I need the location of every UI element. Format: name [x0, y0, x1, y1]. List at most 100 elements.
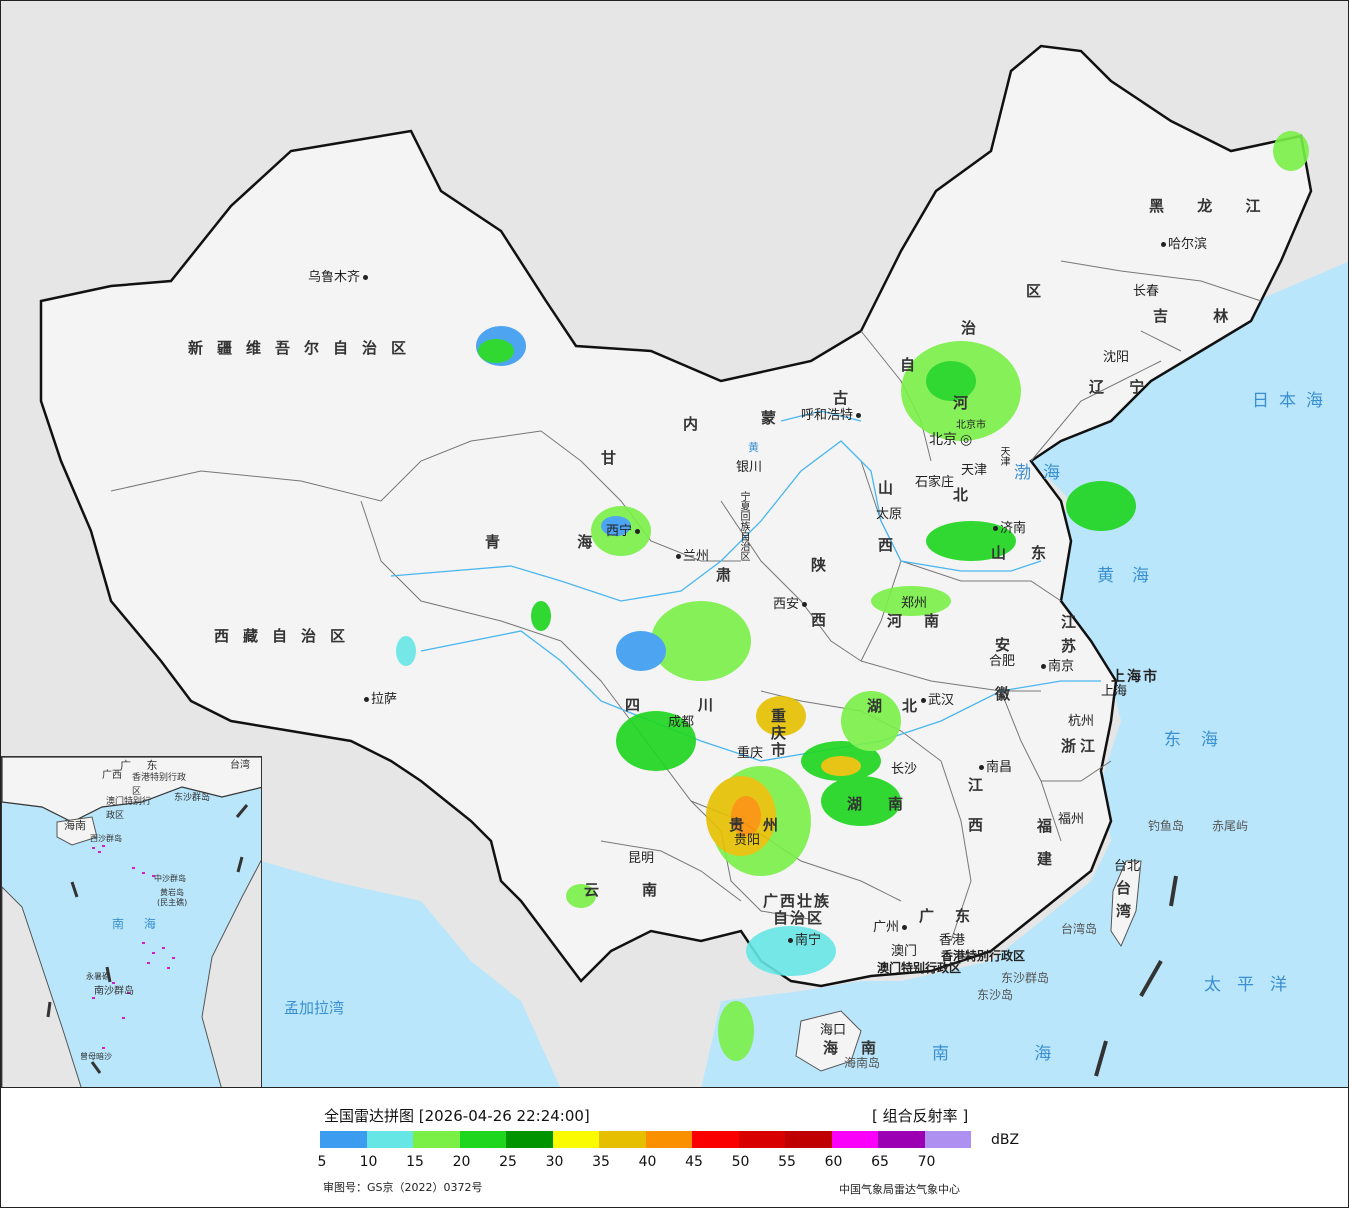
sea-bengal: [181, 861, 561, 1087]
city-beijing: 北京 ◎: [929, 432, 973, 448]
label-guizhou-2: 州: [763, 816, 793, 834]
label-hunan-1: 湖: [847, 795, 877, 813]
inset-taiwan: 台湾: [230, 760, 250, 771]
inset-yongshu: 永暑礁: [86, 972, 110, 981]
label-hebei-1: 河: [953, 394, 983, 412]
color-swatch: [320, 1131, 367, 1148]
label-jiangsu-1: 江: [1061, 613, 1091, 631]
label-guangxi: 广西壮族: [763, 892, 832, 910]
color-swatch: [878, 1131, 925, 1148]
sea-nanhai: 南 海: [932, 1044, 1092, 1064]
river-huang: 黄: [748, 441, 759, 454]
label-anhui-2: 徽: [995, 685, 1025, 703]
city-kunming: 昆明: [628, 851, 655, 866]
inset-xisha: 西沙群岛: [90, 834, 122, 843]
island-chiwei: 赤尾屿: [1212, 819, 1249, 833]
city-changsha: 长沙: [891, 762, 918, 777]
label-xizang: 西藏自治区: [214, 627, 360, 645]
inset-guangxi: 广西: [102, 770, 122, 781]
scale-tick-label: 50: [731, 1154, 750, 1170]
label-hainan-1: 海: [823, 1039, 853, 1057]
color-swatch: [645, 1131, 692, 1148]
boundary-dashes: [1094, 875, 1178, 1077]
city-nanjing: 南京: [1041, 660, 1074, 674]
city-wuhan: 武汉: [921, 694, 954, 708]
scale-tick-label: 5: [317, 1154, 327, 1170]
map-canvas: [39, 44, 1348, 1087]
label-shanxi-1: 山: [878, 479, 908, 497]
product-name: [ 组合反射率 ]: [872, 1107, 969, 1125]
city-changchun: 长春: [1133, 284, 1160, 299]
rivers: [390, 410, 1101, 762]
map-title: 全国雷达拼图 [2026-04-26 22:24:00]: [324, 1107, 590, 1125]
label-gansu-2: 肃: [716, 566, 746, 584]
color-swatch: [692, 1131, 739, 1148]
label-henan-2: 南: [924, 612, 954, 630]
label-fujian-2: 建: [1037, 850, 1067, 868]
label-taiwan-2: 湾: [1116, 902, 1146, 920]
city-lhasa: 拉萨: [364, 693, 397, 707]
scale-tick-label: 25: [499, 1154, 517, 1170]
label-guangxi-2: 自治区: [773, 909, 825, 927]
label-anhui-1: 安: [995, 636, 1025, 654]
label-neimenggu-3: 古: [833, 389, 863, 407]
china-land: [39, 44, 1313, 988]
label-henan-1: 河: [887, 612, 917, 630]
label-ningxia: 宁夏回族自治区: [738, 491, 749, 561]
label-neimenggu-4: 自: [900, 356, 930, 374]
scale-tick-label: 65: [871, 1154, 889, 1170]
unit-label: dBZ: [991, 1132, 1020, 1148]
scale-tick-label: 45: [685, 1154, 703, 1170]
city-guiyang: 贵阳: [734, 833, 761, 848]
label-tianjin-shi: 天津: [998, 446, 1009, 466]
color-swatch: [552, 1131, 599, 1148]
label-yunnan-2: 南: [642, 881, 672, 899]
inset-huangyan2: (民主礁): [157, 898, 188, 907]
label-yunnan-1: 云: [584, 881, 614, 899]
color-swatch: [366, 1131, 413, 1148]
label-neimenggu-1: 内: [683, 415, 713, 433]
scale-tick-label: 40: [638, 1154, 657, 1170]
inset-huangyan: 黄岩岛: [160, 888, 184, 897]
city-hohhot: 呼和浩特: [801, 409, 863, 423]
label-heilongjiang: 黑 龙 江: [1149, 197, 1275, 215]
color-swatch: [413, 1131, 460, 1148]
label-macao: 澳门特别行政区: [877, 961, 962, 975]
scale-tick-label: 10: [359, 1154, 378, 1170]
city-shijiazhuang: 石家庄: [915, 475, 955, 490]
label-shaanxi-2: 西: [811, 611, 841, 629]
inset-zengmu: 曾母暗沙: [80, 1052, 112, 1061]
city-lanzhou: 兰州: [676, 550, 709, 564]
scale-tick-label: 55: [778, 1154, 796, 1170]
city-taibei: 台北: [1114, 859, 1141, 874]
inset-guangdong: 广 东: [120, 759, 164, 772]
label-qinghai: 青 海: [485, 533, 629, 551]
label-zhejiang: 浙江: [1061, 737, 1100, 755]
city-nanchang: 南昌: [979, 761, 1012, 775]
scale-tick-label: 35: [592, 1154, 610, 1170]
label-neimenggu-6: 区: [1026, 282, 1056, 300]
city-taiyuan: 太原: [876, 507, 903, 522]
city-harbin: 哈尔滨: [1161, 238, 1207, 252]
hainan-island: [795, 1010, 862, 1072]
label-jiangxi-2: 西: [968, 816, 998, 834]
scale-tick-label: 30: [545, 1154, 564, 1170]
taiwan-island: [1110, 860, 1142, 948]
radar-map[interactable]: 新疆维吾尔自治区 西藏自治区 青 海 甘 肃 内 蒙 古 自 治 区 黑 龙 江…: [0, 0, 1349, 1088]
city-urumqi: 乌鲁木齐: [308, 271, 370, 285]
inset-zhongsha: 中沙群岛: [154, 874, 186, 883]
label-sichuan-1: 四: [625, 696, 655, 714]
label-neimenggu-2: 蒙: [761, 409, 791, 427]
label-neimenggu-5: 治: [961, 319, 991, 337]
radar-echoes: [396, 131, 1309, 1061]
sea-taipingyang: 太平洋: [1204, 975, 1303, 995]
island-taiwan: 台湾岛: [1061, 922, 1098, 936]
city-haikou: 海口: [820, 1023, 847, 1038]
label-hk: 香港特别行政区: [941, 949, 1026, 963]
sea-huanghai: 黄海: [1097, 566, 1167, 586]
label-sichuan-2: 川: [698, 696, 728, 714]
scale-tick-label: 15: [406, 1154, 424, 1170]
label-guizhou-1: 贵: [729, 816, 759, 834]
color-swatch: [785, 1131, 832, 1148]
scale-tick-label: 60: [824, 1154, 843, 1170]
